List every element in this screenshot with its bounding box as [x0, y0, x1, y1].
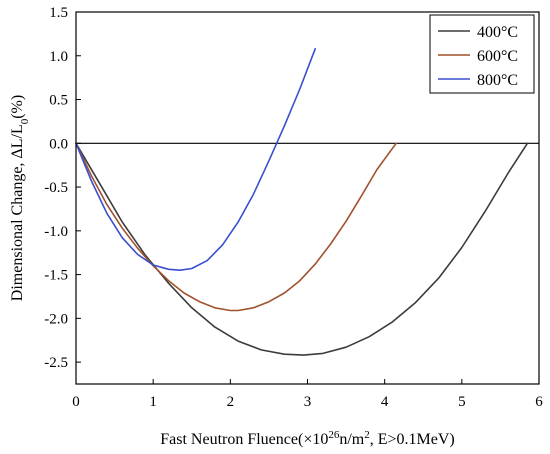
y-tick-label: 0.0 — [49, 136, 68, 152]
y-axis-title: Dimensional Change, ΔL/L0(%) — [9, 95, 31, 301]
x-tick-label: 1 — [149, 394, 157, 410]
legend-label: 600°C — [477, 48, 518, 65]
legend-box — [429, 14, 535, 94]
legend-label: 400°C — [477, 24, 518, 41]
legend: 400°C 600°C 800°C — [429, 14, 535, 94]
x-tick-label: 3 — [304, 394, 312, 410]
x-tick-label: 0 — [72, 394, 80, 410]
x-axis-title: Fast Neutron Fluence(×1026n/m2, E>0.1MeV… — [160, 429, 455, 448]
series-line-1 — [75, 142, 529, 356]
y-tick-label: 1.5 — [49, 5, 68, 21]
y-tick-label: -0.5 — [44, 180, 68, 196]
series-layer — [75, 48, 529, 356]
y-tick-label: -2.5 — [44, 355, 68, 371]
x-tick-label: 2 — [227, 394, 235, 410]
x-tick-label: 5 — [458, 394, 466, 410]
legend-label: 800°C — [477, 72, 518, 89]
y-tick-label: -1.0 — [44, 224, 68, 240]
x-tick-label: 4 — [381, 394, 389, 410]
y-tick-label: -1.5 — [44, 268, 68, 284]
series-line-3 — [75, 48, 316, 271]
y-tick-label: 1.0 — [49, 49, 68, 65]
series-line-2 — [75, 142, 397, 312]
y-tick-label: -2.0 — [44, 311, 68, 327]
plot-frame — [75, 11, 540, 385]
x-tick-label: 6 — [535, 394, 543, 410]
y-tick-label: 0.5 — [49, 93, 68, 109]
